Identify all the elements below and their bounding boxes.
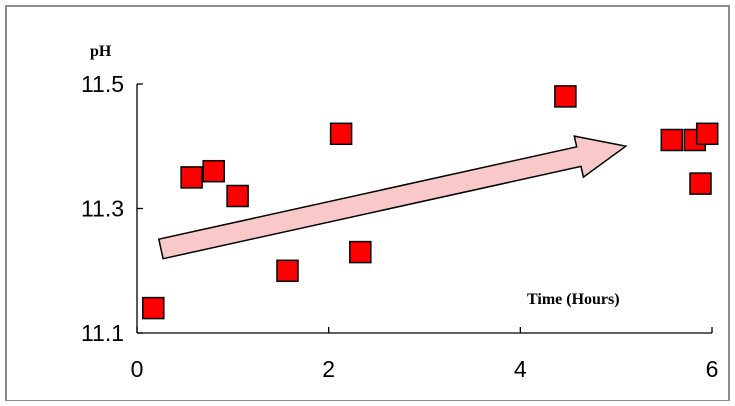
data-point [660, 128, 684, 152]
y-axis-ticks: 11.1 11.3 11.5 [81, 71, 143, 346]
x-tick-label: 2 [322, 356, 335, 382]
data-point [226, 184, 249, 208]
data-point [689, 172, 712, 195]
y-tick-label: 11.1 [81, 320, 124, 346]
data-point [349, 240, 372, 264]
data-point [180, 166, 203, 189]
data-point [329, 122, 353, 146]
x-tick-label: 4 [514, 356, 527, 382]
x-tick-label: 6 [706, 356, 719, 382]
x-axis-ticks: 0 2 4 6 [131, 327, 719, 382]
data-point [142, 296, 165, 320]
y-tick-label: 11.5 [81, 71, 124, 97]
trend-arrow-group [157, 135, 628, 260]
x-tick-label: 0 [131, 356, 144, 382]
trend-arrow [157, 135, 628, 260]
data-point [554, 85, 577, 108]
data-points [142, 85, 719, 320]
y-tick-label: 11.3 [81, 196, 124, 222]
x-axis-title: Time (Hours) [527, 291, 620, 308]
data-point [695, 122, 719, 146]
data-point [276, 259, 299, 283]
x-axis-title-background [512, 283, 682, 316]
y-axis-title: pH [90, 43, 112, 60]
data-point [202, 159, 225, 183]
